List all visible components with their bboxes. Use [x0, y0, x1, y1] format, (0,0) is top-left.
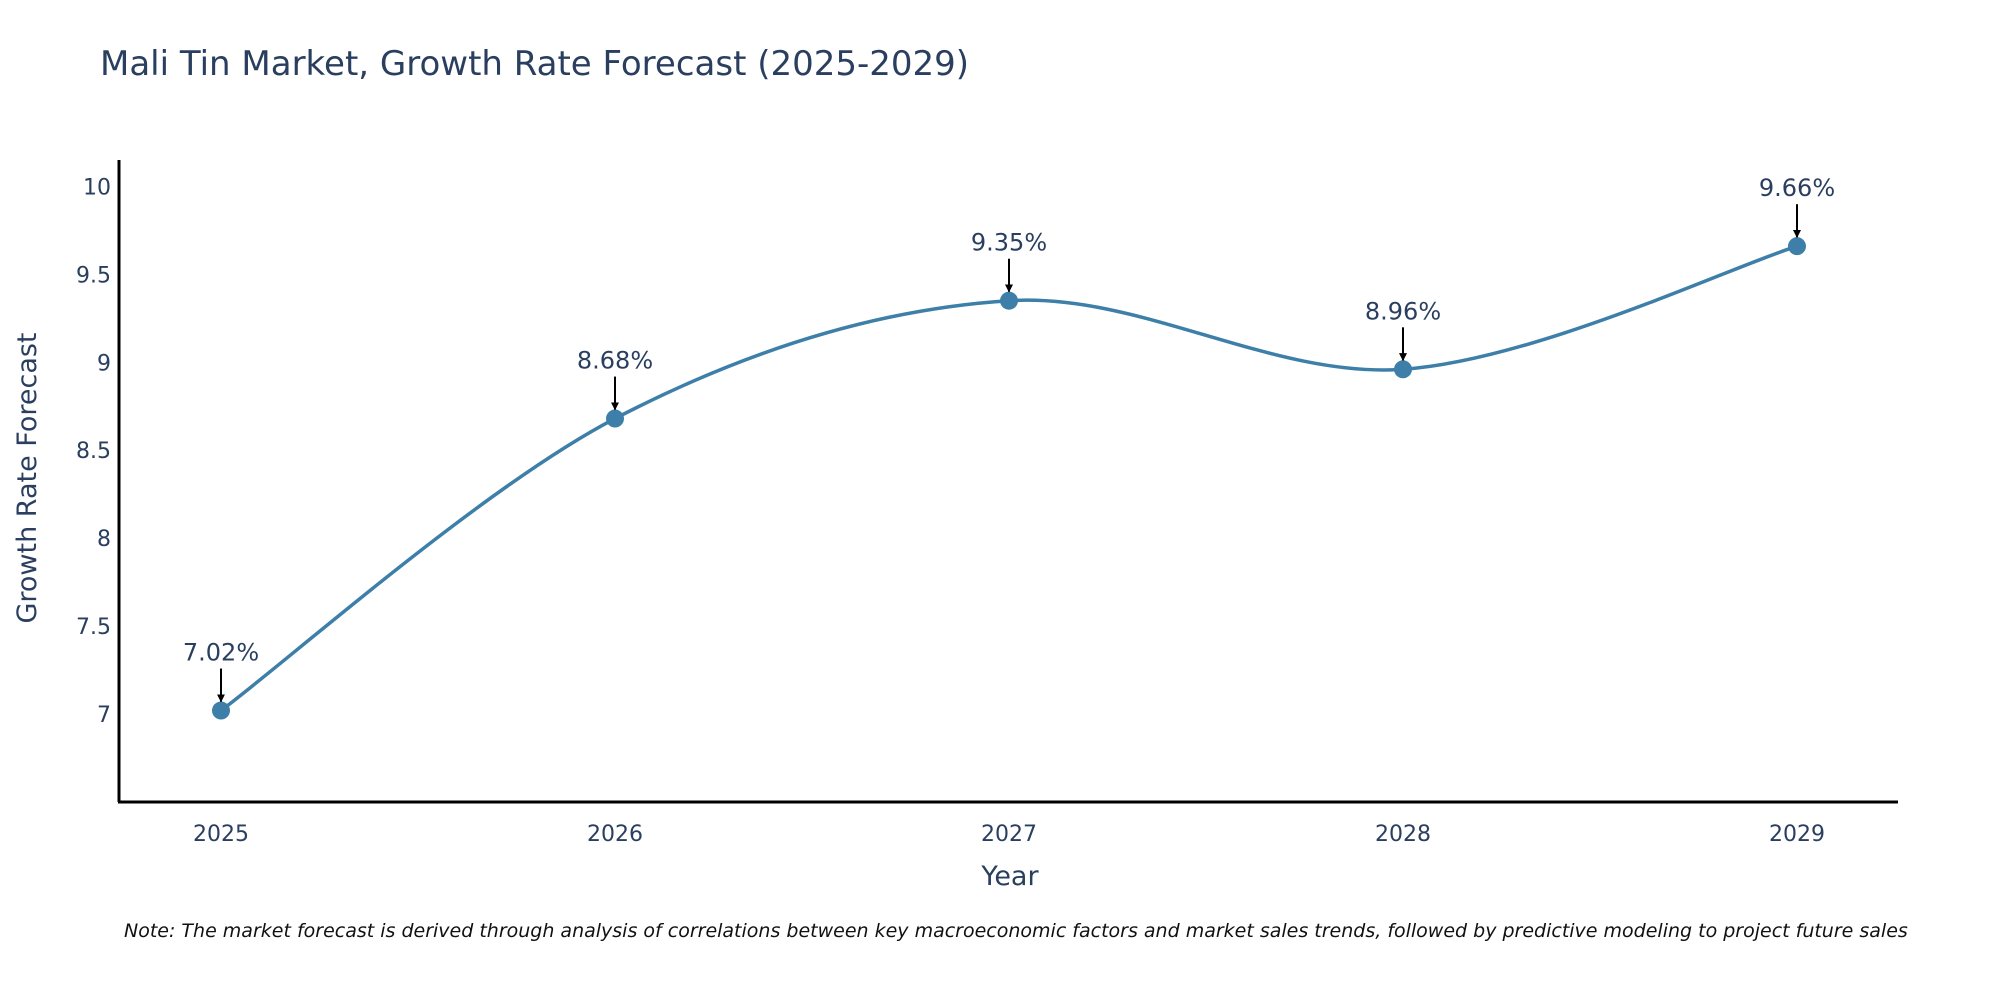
- series-line: [219, 244, 1798, 712]
- data-label: 8.96%: [1365, 297, 1441, 325]
- y-tick-label: 7: [97, 703, 111, 728]
- data-point-2028: [1394, 360, 1412, 379]
- data-label: 9.35%: [971, 229, 1047, 257]
- y-tick-label: 9: [97, 351, 111, 376]
- x-axis-title: Year: [980, 861, 1039, 892]
- chart-title: Mali Tin Market, Growth Rate Forecast (2…: [100, 44, 970, 84]
- data-label: 9.66%: [1759, 174, 1835, 202]
- data-point-2027: [1000, 291, 1018, 310]
- x-tick-label: 2028: [1375, 822, 1431, 847]
- y-tick-label: 9.5: [76, 263, 111, 288]
- x-tick-label: 2025: [193, 822, 249, 847]
- y-axis-ticks: 7 7.5 8 8.5 9 9.5 10: [76, 175, 111, 728]
- data-point-2025: [212, 701, 230, 720]
- x-tick-label: 2027: [981, 822, 1037, 847]
- data-label: 7.02%: [183, 639, 259, 667]
- data-annotations: 7.02% 8.68% 9.35% 8.96% 9.66%: [183, 174, 1835, 703]
- footnote: Note: The market forecast is derived thr…: [124, 920, 1908, 942]
- y-tick-label: 8.5: [76, 439, 111, 464]
- data-point-2029: [1788, 237, 1806, 256]
- y-tick-label: 8: [97, 527, 111, 552]
- x-axis-ticks: 2025 2026 2027 2028 2029: [193, 822, 1825, 847]
- data-label: 8.68%: [577, 347, 653, 375]
- y-tick-label: 7.5: [76, 615, 111, 640]
- x-tick-label: 2026: [587, 822, 643, 847]
- y-axis-title: Growth Rate Forecast: [12, 332, 43, 623]
- y-tick-label: 10: [83, 175, 111, 200]
- x-tick-label: 2029: [1769, 822, 1825, 847]
- data-point-2026: [606, 409, 624, 428]
- data-points: [212, 237, 1806, 720]
